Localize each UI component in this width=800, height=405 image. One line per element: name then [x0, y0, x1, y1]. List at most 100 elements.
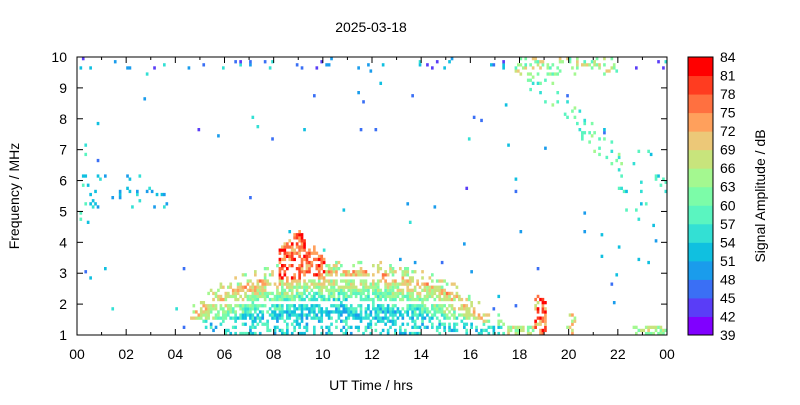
heatmap-cell — [431, 279, 434, 283]
heatmap-cell — [406, 273, 410, 277]
heatmap-cell — [300, 297, 304, 302]
heatmap-cell — [214, 304, 218, 308]
heatmap-cell — [440, 297, 444, 302]
heatmap-cell — [345, 331, 348, 336]
heatmap-cell — [246, 313, 250, 317]
heatmap-cell — [359, 279, 363, 283]
heatmap-cell — [283, 331, 287, 336]
heatmap-cell — [126, 186, 129, 190]
heatmap-cell — [330, 282, 333, 286]
heatmap-cell — [453, 294, 456, 299]
heatmap-cell — [519, 325, 523, 329]
heatmap-cell — [258, 291, 262, 296]
heatmap-cell — [549, 72, 552, 76]
heatmap-cell — [524, 57, 528, 61]
heatmap-cell — [517, 63, 520, 67]
heatmap-cell — [313, 297, 316, 302]
heatmap-cell — [396, 307, 400, 311]
heatmap-cell — [413, 325, 417, 329]
heatmap-cell — [300, 260, 304, 265]
heatmap-cell — [406, 202, 410, 206]
heatmap-cell — [293, 279, 296, 283]
heatmap-cell — [379, 260, 383, 265]
heatmap-cell — [448, 291, 451, 296]
heatmap-cell — [300, 267, 304, 271]
heatmap-cell — [128, 177, 132, 181]
heatmap-cell — [337, 294, 341, 299]
heatmap-cell — [320, 291, 324, 296]
heatmap-cell — [556, 91, 560, 95]
heatmap-cell — [251, 282, 255, 286]
heatmap-cell — [583, 211, 587, 215]
heatmap-cell — [514, 325, 518, 329]
heatmap-cell — [529, 87, 532, 92]
heatmap-cell — [349, 288, 353, 292]
heatmap-cell — [283, 291, 287, 296]
heatmap-cell — [652, 331, 655, 336]
heatmap-cell — [453, 316, 456, 320]
heatmap-cell — [659, 183, 663, 187]
heatmap-cell — [362, 331, 365, 336]
heatmap-cell — [391, 288, 395, 292]
heatmap-cell — [399, 288, 402, 292]
heatmap-cell — [448, 328, 451, 333]
heatmap-cell — [298, 273, 301, 277]
heatmap-cell — [376, 291, 380, 296]
heatmap-cell — [418, 297, 422, 302]
heatmap-cell — [664, 328, 668, 333]
heatmap-cell — [249, 294, 252, 299]
heatmap-cell — [335, 307, 338, 311]
heatmap-cell — [445, 291, 449, 296]
heatmap-cell — [268, 273, 272, 277]
heatmap-cell — [313, 248, 316, 252]
heatmap-cell — [426, 325, 429, 329]
heatmap-cell — [374, 288, 378, 292]
heatmap-cell — [204, 316, 208, 320]
heatmap-cell — [288, 297, 292, 302]
heatmap-cell — [286, 307, 289, 311]
heatmap-cell — [563, 112, 567, 116]
heatmap-cell — [251, 307, 255, 311]
heatmap-cell — [342, 291, 346, 296]
heatmap-cell — [558, 69, 562, 73]
heatmap-cell — [293, 236, 296, 240]
heatmap-cell — [418, 304, 422, 308]
heatmap-cell — [290, 310, 294, 314]
heatmap-cell — [413, 331, 417, 336]
heatmap-cell — [369, 69, 373, 73]
heatmap-cell — [337, 267, 341, 271]
heatmap-cell — [325, 63, 328, 67]
heatmap-cell — [401, 270, 405, 274]
heatmap-cell — [244, 294, 247, 299]
heatmap-cell — [148, 186, 151, 190]
heatmap-cell — [514, 331, 518, 336]
heatmap-cell — [300, 319, 304, 323]
heatmap-cell — [526, 331, 530, 336]
heatmap-cell — [450, 307, 454, 311]
heatmap-cell — [266, 319, 269, 323]
heatmap-cell — [541, 328, 545, 333]
heatmap-cell — [502, 322, 505, 326]
heatmap-cell — [566, 94, 569, 98]
heatmap-cell — [581, 63, 584, 67]
heatmap-cell — [372, 285, 375, 289]
heatmap-cell — [231, 288, 235, 292]
heatmap-cell — [340, 279, 343, 283]
heatmap-cell — [347, 288, 351, 292]
heatmap-cell — [539, 66, 542, 70]
heatmap-cell — [413, 304, 417, 308]
heatmap-cell — [349, 282, 353, 286]
heatmap-cell — [308, 254, 311, 258]
heatmap-cell — [342, 331, 346, 336]
heatmap-cell — [281, 291, 284, 296]
heatmap-cell — [421, 316, 424, 320]
heatmap-cell — [251, 325, 255, 329]
heatmap-cell — [293, 297, 296, 302]
heatmap-cell — [433, 288, 437, 292]
heatmap-cell — [224, 328, 228, 333]
heatmap-cell — [600, 254, 604, 258]
heatmap-cell — [529, 331, 532, 336]
heatmap-cell — [281, 282, 284, 286]
heatmap-cell — [404, 282, 407, 286]
heatmap-cell — [261, 322, 265, 326]
